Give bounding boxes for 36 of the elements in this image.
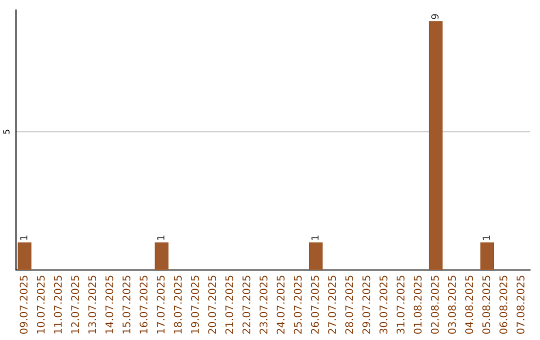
x-tick-label: 18.07.2025 [174, 276, 182, 334]
x-tick-label: 05.08.2025 [482, 276, 490, 334]
x-tick-label: 22.07.2025 [242, 276, 250, 334]
y-tick-label: 5 [3, 130, 10, 134]
x-tick-label: 10.07.2025 [36, 276, 45, 334]
x-tick-label: 15.07.2025 [122, 276, 130, 334]
x-tick-label: 31.07.2025 [396, 276, 405, 334]
x-tick-label: 01.08.2025 [414, 276, 422, 334]
x-tick-label: 16.07.2025 [140, 276, 148, 334]
x-tick-label: 04.08.2025 [465, 276, 474, 334]
x-tick-label: 25.07.2025 [294, 276, 302, 334]
x-tick-label: 21.07.2025 [225, 276, 234, 334]
x-tick-label: 23.07.2025 [260, 276, 268, 334]
x-tick-label: 26.07.2025 [310, 276, 319, 334]
x-tick-label: 19.07.2025 [191, 276, 199, 334]
x-tick-label: 28.07.2025 [345, 276, 354, 334]
x-tick-label: 20.07.2025 [208, 276, 216, 334]
x-tick-label: 07.08.2025 [516, 276, 524, 334]
x-tick-label: 06.08.2025 [499, 276, 508, 334]
x-tick-label: 11.07.2025 [54, 276, 62, 334]
x-tick-label: 29.07.2025 [362, 276, 370, 334]
data-label: 1 [20, 236, 28, 240]
x-tick-label: 03.08.2025 [448, 276, 456, 334]
x-tick-label: 02.08.2025 [430, 276, 439, 334]
data-label: 9 [431, 14, 439, 20]
data-label: 1 [311, 236, 319, 240]
x-tick-label: 27.07.2025 [328, 276, 336, 334]
x-tick-label: 30.07.2025 [380, 276, 388, 334]
x-tick-label: 09.07.2025 [20, 276, 28, 334]
x-tick-label: 24.07.2025 [276, 276, 285, 334]
data-label: 1 [157, 236, 164, 240]
x-tick-label: 13.07.2025 [88, 276, 96, 334]
x-tick-label: 17.07.2025 [156, 276, 165, 334]
x-tick-label: 12.07.2025 [71, 276, 79, 334]
data-label: 1 [482, 236, 490, 240]
x-tick-label: 14.07.2025 [105, 276, 114, 334]
